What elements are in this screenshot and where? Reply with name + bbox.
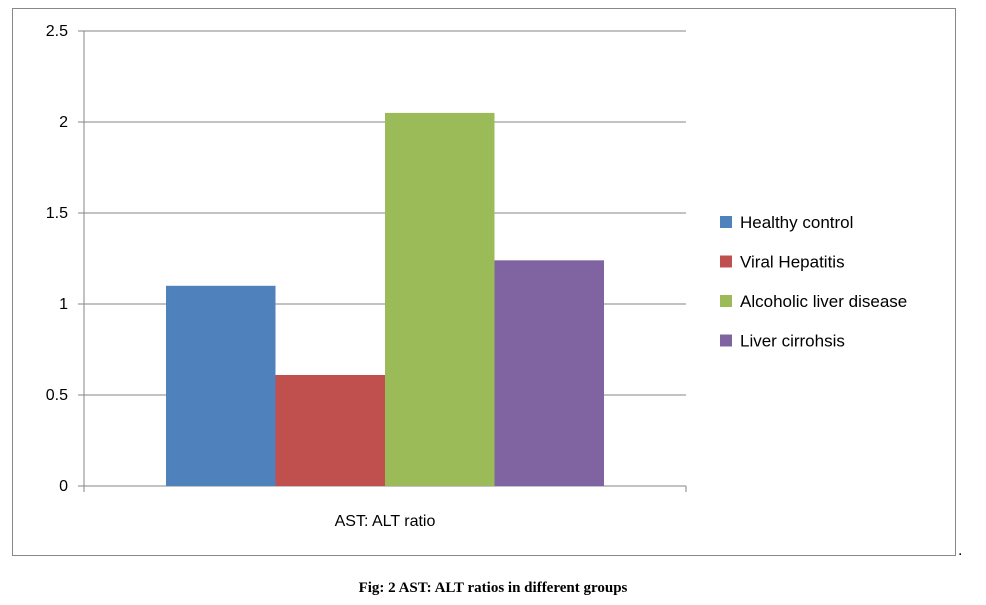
legend-swatch [720,334,732,347]
y-tick-label: 0 [59,478,68,495]
trailing-mark: . [958,542,963,559]
legend-label: Alcoholic liver disease [740,292,907,311]
legend-label: Viral Hepatitis [740,253,845,272]
y-tick-label: 1.5 [46,205,68,222]
y-tick-label: 2 [59,114,68,131]
legend-swatch [720,295,732,307]
x-category-label: AST: ALT ratio [335,513,436,530]
bar-viral-hepatitis [275,374,385,486]
y-tick-label: 2.5 [46,23,68,40]
y-tick-label: 1 [59,296,68,313]
bar-alcoholic-liver-disease [385,112,495,487]
legend-label: Healthy control [740,213,853,232]
bar-liver-cirrohsis [494,260,604,486]
legend-swatch [720,216,732,228]
legend-swatch [720,255,732,268]
y-tick-label: 0.5 [46,387,68,404]
legend-label: Liver cirrohsis [740,332,845,351]
figure-caption: Fig: 2 AST: ALT ratios in different grou… [358,580,628,596]
bar-healthy-control [166,285,276,486]
